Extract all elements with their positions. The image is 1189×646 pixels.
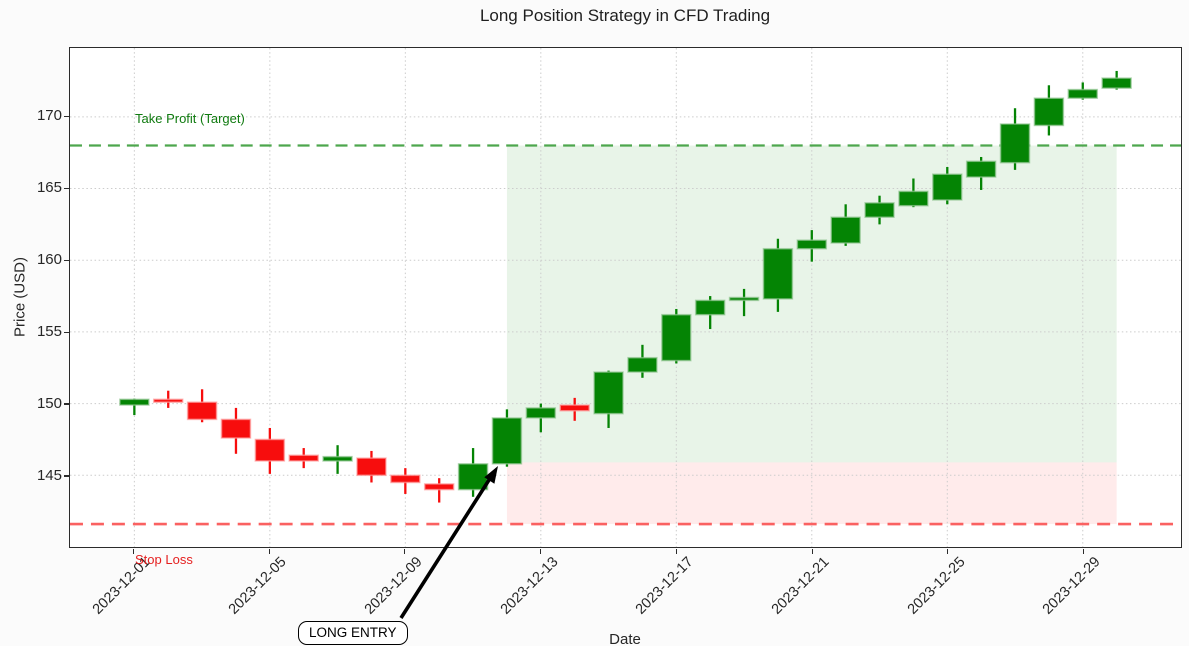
- candle-body: [627, 356, 658, 373]
- x-tick-mark: [404, 548, 406, 554]
- x-tick-label: 2023-12-21: [768, 554, 833, 618]
- candle-body: [220, 418, 252, 439]
- candlestick-canvas: [70, 48, 1181, 547]
- y-tick-mark: [63, 403, 69, 405]
- candle-body: [390, 474, 421, 484]
- candle-body: [661, 313, 692, 362]
- candle-body: [254, 438, 286, 462]
- y-axis-label: Price (USD): [11, 256, 29, 338]
- y-tick-label: 150: [36, 395, 62, 413]
- candle-body: [830, 216, 861, 244]
- x-tick-label: 2023-12-05: [225, 554, 290, 618]
- take-profit-label: Take Profit (Target): [135, 111, 245, 126]
- y-tick-label: 145: [36, 467, 62, 485]
- long-entry-annotation: LONG ENTRY: [298, 621, 408, 645]
- x-tick-mark: [132, 548, 135, 554]
- candle-body: [491, 417, 523, 465]
- candle-body: [457, 463, 489, 491]
- candle-body: [152, 398, 184, 403]
- x-tick-mark: [947, 548, 949, 554]
- plot-area: [69, 47, 1182, 548]
- candle-body: [728, 296, 760, 302]
- candle-body: [864, 202, 895, 218]
- x-tick-label: 2023-12-25: [904, 554, 969, 618]
- y-tick-mark: [63, 259, 69, 261]
- y-tick-mark: [63, 187, 69, 189]
- candle-body: [932, 173, 963, 201]
- candle-body: [898, 190, 929, 207]
- chart-title: Long Position Strategy in CFD Trading: [479, 6, 771, 25]
- y-tick-label: 155: [36, 323, 62, 341]
- candle-body: [525, 407, 557, 419]
- x-tick-label: 2023-12-17: [632, 554, 697, 618]
- stop-loss-label: Stop Loss: [135, 552, 193, 567]
- candle-body: [1033, 97, 1065, 127]
- candle-body: [1067, 88, 1099, 99]
- x-tick-label: 2023-12-09: [361, 554, 426, 618]
- candle-body: [762, 247, 794, 300]
- x-axis-label: Date: [609, 631, 641, 646]
- x-tick-mark: [1083, 548, 1085, 554]
- candle-body: [694, 299, 726, 316]
- candle-body: [288, 454, 319, 462]
- candle-body: [423, 483, 455, 491]
- profit-zone-region: [506, 145, 1117, 463]
- candle-body: [559, 404, 590, 412]
- x-tick-mark: [540, 548, 542, 554]
- x-tick-mark: [268, 548, 270, 554]
- y-tick-label: 170: [36, 107, 62, 125]
- y-tick-mark: [63, 475, 69, 477]
- y-tick-label: 160: [36, 251, 62, 269]
- y-tick-mark: [63, 331, 69, 333]
- candle-body: [965, 160, 997, 178]
- candle-body: [593, 371, 624, 415]
- candle-body: [356, 457, 387, 477]
- y-tick-label: 165: [36, 179, 62, 197]
- candle-body: [322, 455, 353, 462]
- candle-body: [119, 398, 150, 406]
- candle-body: [999, 123, 1031, 164]
- x-tick-label: 2023-12-29: [1040, 554, 1104, 618]
- x-tick-mark: [675, 548, 677, 554]
- candle-body: [1101, 77, 1132, 89]
- candle-body: [796, 239, 828, 250]
- x-tick-mark: [811, 548, 813, 554]
- x-tick-label: 2023-12-13: [497, 554, 561, 618]
- y-tick-mark: [63, 115, 69, 117]
- candle-body: [186, 401, 218, 421]
